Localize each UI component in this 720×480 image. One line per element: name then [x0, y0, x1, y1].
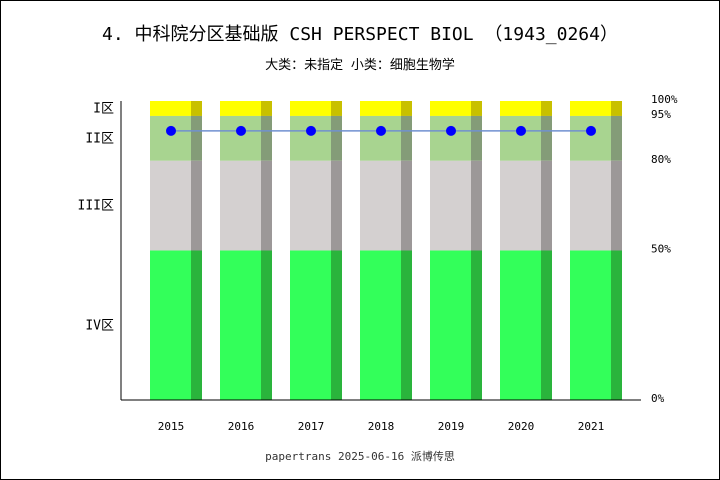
data-point-2021: [586, 125, 596, 136]
zone-label-4: IV区: [85, 318, 114, 333]
bar-segment-2016-zone-2: [220, 115, 261, 161]
x-tick-label-2015: 2015: [158, 420, 185, 433]
axes-group: [120, 101, 641, 401]
data-point-2015: [166, 125, 176, 136]
bar-segment-2016-zone-1: [220, 101, 261, 116]
percent-tick-0: 0%: [651, 392, 665, 405]
data-point-2018: [376, 125, 386, 136]
series-group: [166, 125, 596, 136]
bar-shade-2016-zone-3: [261, 160, 272, 251]
bar-segment-2020-zone-1: [500, 101, 541, 116]
bar-shade-2021-zone-4: [611, 250, 622, 400]
bar-segment-2020-zone-3: [500, 160, 541, 251]
bar-shade-2017-zone-3: [331, 160, 342, 251]
bar-segment-2019-zone-3: [430, 160, 471, 251]
percent-tick-95: 95%: [651, 108, 671, 121]
chart-subtitle: 大类：未指定 小类：细胞生物学: [265, 57, 455, 73]
bar-shade-2020-zone-1: [541, 101, 552, 116]
chart-title: 4. 中科院分区基础版 CSH PERSPECT BIOL （1943_0264…: [102, 24, 618, 45]
bar-segment-2018-zone-4: [360, 250, 401, 400]
bar-shade-2020-zone-2: [541, 115, 552, 161]
zone-label-2: II区: [85, 131, 114, 146]
percent-tick-50: 50%: [651, 243, 671, 256]
bar-segment-2018-zone-3: [360, 160, 401, 251]
bar-segment-2019-zone-1: [430, 101, 471, 116]
bar-segment-2017-zone-3: [290, 160, 331, 251]
zone-labels-group: I区 II区 III区 IV区: [78, 101, 114, 333]
chart-footer: papertrans 2025-06-16 派博传思: [265, 450, 455, 463]
x-tick-label-2020: 2020: [508, 420, 535, 433]
bar-segment-2018-zone-2: [360, 115, 401, 161]
bar-shade-2015-zone-3: [191, 160, 202, 251]
zone-label-1: I区: [93, 101, 114, 116]
bar-shade-2018-zone-1: [401, 101, 412, 116]
bar-shade-2021-zone-2: [611, 115, 622, 161]
bar-shade-2015-zone-4: [191, 250, 202, 400]
bar-shade-2021-zone-1: [611, 101, 622, 116]
bar-shade-2016-zone-2: [261, 115, 272, 161]
bar-shade-2018-zone-4: [401, 250, 412, 400]
bar-shade-2016-zone-1: [261, 101, 272, 116]
percent-tick-80: 80%: [651, 153, 671, 166]
bar-segment-2021-zone-3: [570, 160, 611, 251]
bar-shade-2019-zone-1: [471, 101, 482, 116]
bar-segment-2017-zone-2: [290, 115, 331, 161]
bar-segment-2020-zone-2: [500, 115, 541, 161]
bar-shade-2017-zone-2: [331, 115, 342, 161]
bar-shade-2021-zone-3: [611, 160, 622, 251]
zone-label-3: III区: [78, 199, 114, 214]
bar-shade-2019-zone-3: [471, 160, 482, 251]
bar-shade-2018-zone-3: [401, 160, 412, 251]
bar-segment-2017-zone-1: [290, 101, 331, 116]
bar-segment-2020-zone-4: [500, 250, 541, 400]
x-tick-label-2017: 2017: [298, 420, 325, 433]
data-point-2020: [516, 125, 526, 136]
bar-segment-2015-zone-4: [150, 250, 191, 400]
bar-segment-2016-zone-3: [220, 160, 261, 251]
bar-segment-2015-zone-2: [150, 115, 191, 161]
x-tick-label-2021: 2021: [578, 420, 605, 433]
bar-segment-2019-zone-4: [430, 250, 471, 400]
bars-group: [150, 101, 622, 400]
data-point-2016: [236, 125, 246, 136]
bar-shade-2020-zone-4: [541, 250, 552, 400]
bar-segment-2019-zone-2: [430, 115, 471, 161]
x-tick-label-2019: 2019: [438, 420, 465, 433]
bar-shade-2018-zone-2: [401, 115, 412, 161]
data-point-2017: [306, 125, 316, 136]
bar-shade-2017-zone-4: [331, 250, 342, 400]
percent-tick-100: 100%: [651, 93, 678, 106]
bar-shade-2015-zone-1: [191, 101, 202, 116]
bar-segment-2021-zone-4: [570, 250, 611, 400]
bar-shade-2015-zone-2: [191, 115, 202, 161]
bar-segment-2021-zone-2: [570, 115, 611, 161]
bar-shade-2019-zone-4: [471, 250, 482, 400]
bar-segment-2015-zone-1: [150, 101, 191, 116]
x-tick-label-2018: 2018: [368, 420, 395, 433]
bar-shade-2020-zone-3: [541, 160, 552, 251]
bar-segment-2018-zone-1: [360, 101, 401, 116]
bar-segment-2015-zone-3: [150, 160, 191, 251]
bar-segment-2021-zone-1: [570, 101, 611, 116]
bar-shade-2016-zone-4: [261, 250, 272, 400]
bar-segment-2017-zone-4: [290, 250, 331, 400]
percent-labels-group: 100% 95% 80% 50% 0%: [651, 93, 678, 405]
x-tick-label-2016: 2016: [228, 420, 255, 433]
bar-segment-2016-zone-4: [220, 250, 261, 400]
bar-shade-2019-zone-2: [471, 115, 482, 161]
data-point-2019: [446, 125, 456, 136]
bar-shade-2017-zone-1: [331, 101, 342, 116]
year-labels-group: 2015 2016 2017 2018 2019 2020 2021: [158, 420, 605, 433]
